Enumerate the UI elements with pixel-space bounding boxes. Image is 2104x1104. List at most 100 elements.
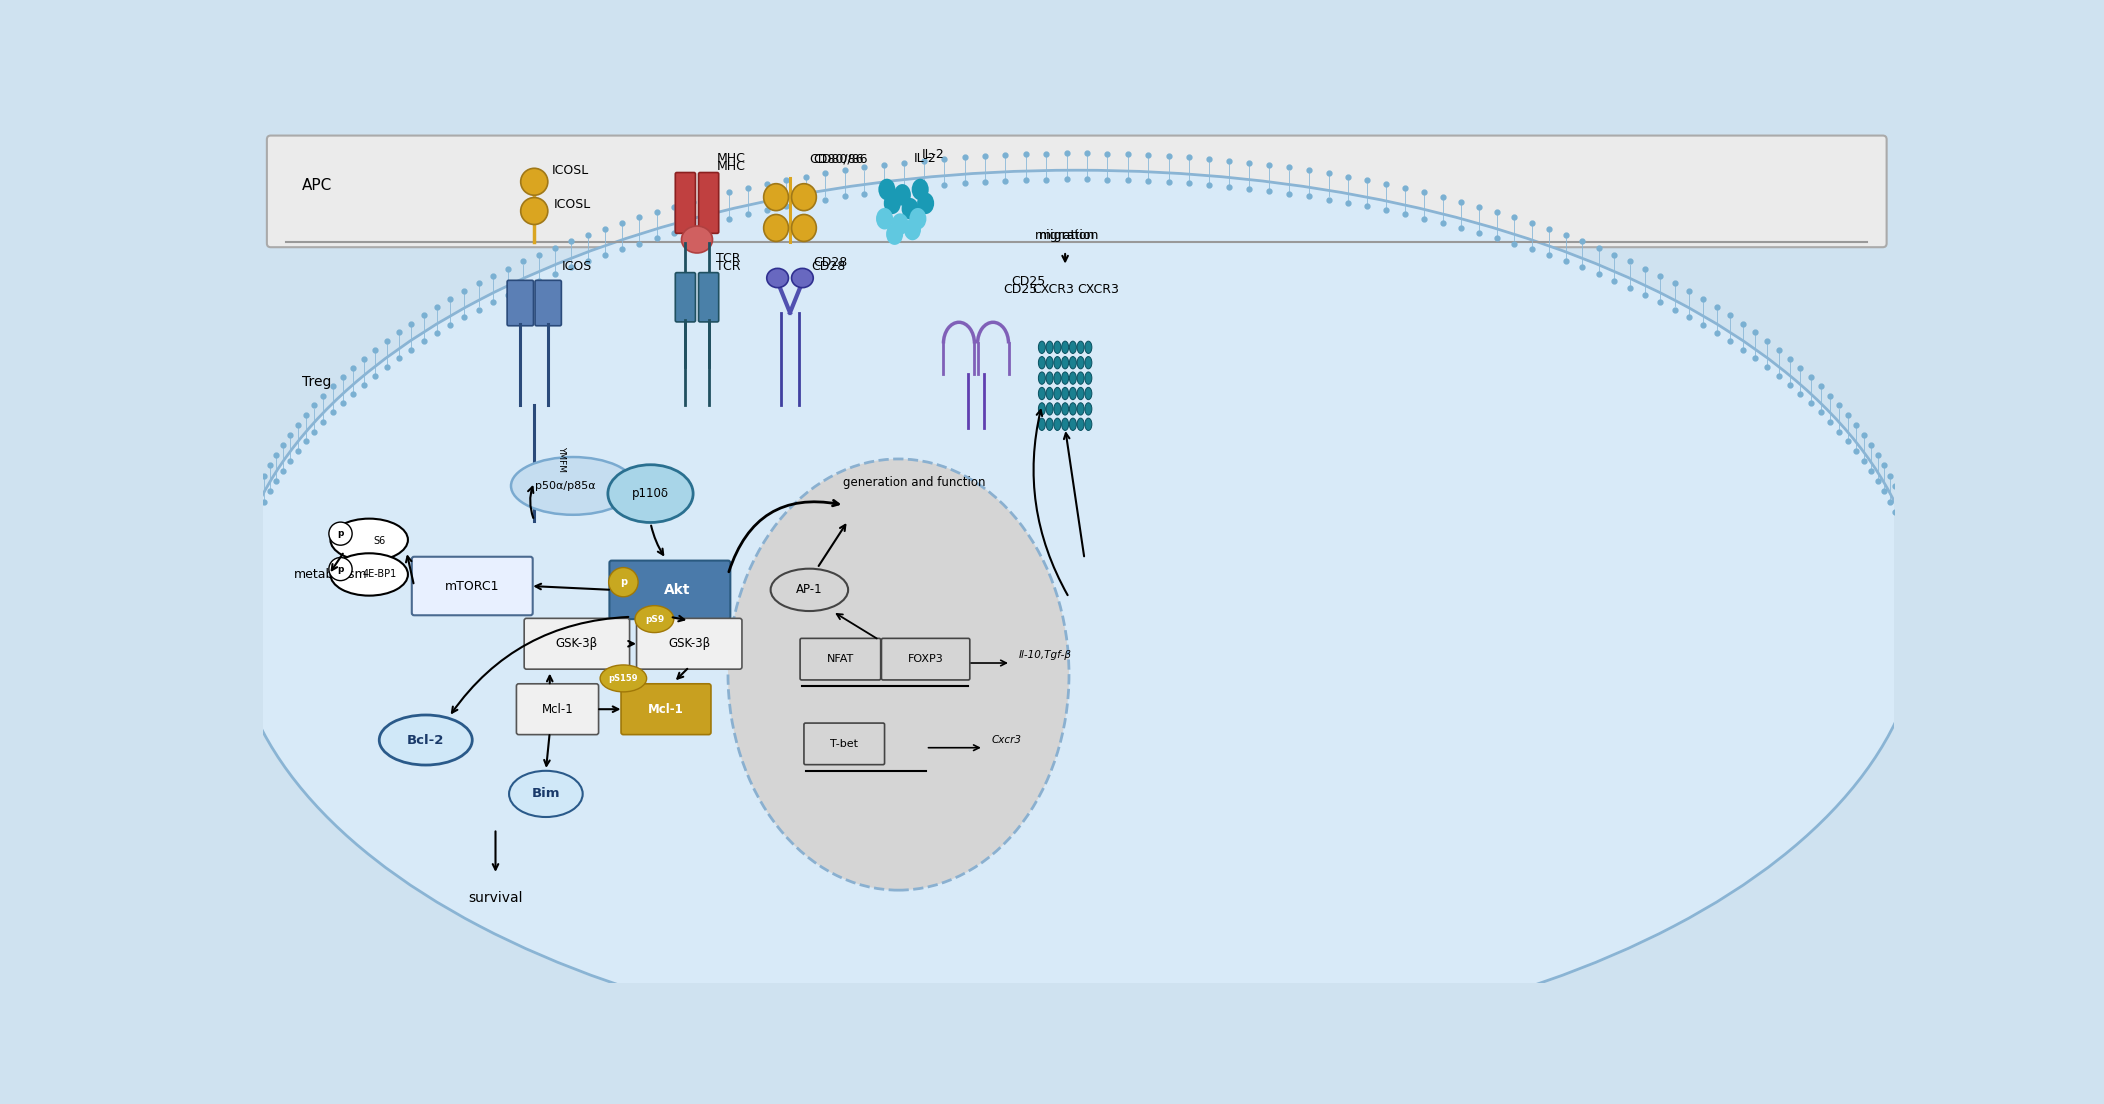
Ellipse shape <box>1086 403 1092 415</box>
Ellipse shape <box>770 569 848 611</box>
Ellipse shape <box>1069 372 1077 384</box>
Ellipse shape <box>764 214 789 242</box>
Text: Mcl-1: Mcl-1 <box>648 703 684 715</box>
Text: p: p <box>337 529 343 538</box>
Ellipse shape <box>635 606 673 633</box>
Ellipse shape <box>1086 357 1092 369</box>
Ellipse shape <box>379 715 471 765</box>
Ellipse shape <box>1046 403 1054 415</box>
Ellipse shape <box>1054 341 1060 353</box>
Ellipse shape <box>911 179 928 200</box>
Text: metabolism: metabolism <box>295 567 368 581</box>
Ellipse shape <box>791 214 816 242</box>
Ellipse shape <box>1086 341 1092 353</box>
FancyBboxPatch shape <box>412 556 532 615</box>
Ellipse shape <box>1077 388 1084 400</box>
Text: TCR: TCR <box>715 259 741 273</box>
Ellipse shape <box>1063 403 1069 415</box>
FancyBboxPatch shape <box>638 618 743 669</box>
Ellipse shape <box>328 558 351 581</box>
Ellipse shape <box>1063 341 1069 353</box>
Text: YMFM: YMFM <box>558 446 566 473</box>
Ellipse shape <box>1086 372 1092 384</box>
Ellipse shape <box>1039 388 1046 400</box>
Text: AP-1: AP-1 <box>795 583 823 596</box>
FancyBboxPatch shape <box>675 172 696 233</box>
Ellipse shape <box>1039 341 1046 353</box>
Ellipse shape <box>1069 403 1077 415</box>
Text: p: p <box>337 564 343 574</box>
Ellipse shape <box>1039 357 1046 369</box>
Text: migration: migration <box>1039 230 1098 242</box>
Text: 4E-BP1: 4E-BP1 <box>362 570 396 580</box>
Text: NFAT: NFAT <box>827 655 854 665</box>
Text: Il-10,Tgf-β: Il-10,Tgf-β <box>1018 650 1071 660</box>
Ellipse shape <box>330 553 408 596</box>
Text: TCR: TCR <box>715 252 741 265</box>
Text: ICOSL: ICOSL <box>553 199 591 211</box>
Text: FOXP3: FOXP3 <box>907 655 943 665</box>
Ellipse shape <box>892 213 909 235</box>
Ellipse shape <box>1069 418 1077 431</box>
Ellipse shape <box>1054 403 1060 415</box>
Ellipse shape <box>1063 357 1069 369</box>
Text: p50α/p85α: p50α/p85α <box>534 481 595 491</box>
Ellipse shape <box>1054 372 1060 384</box>
Text: p110δ: p110δ <box>631 487 669 500</box>
Ellipse shape <box>886 223 903 245</box>
Text: ICOS: ICOS <box>562 259 591 273</box>
Text: CD25: CD25 <box>1010 275 1046 288</box>
Ellipse shape <box>884 192 901 214</box>
FancyBboxPatch shape <box>882 638 970 680</box>
Ellipse shape <box>608 567 638 597</box>
Text: p: p <box>621 577 627 587</box>
Text: generation and function: generation and function <box>844 476 985 489</box>
FancyBboxPatch shape <box>515 683 598 734</box>
Ellipse shape <box>1063 388 1069 400</box>
Ellipse shape <box>1069 388 1077 400</box>
Ellipse shape <box>728 459 1069 890</box>
Text: CD80/86: CD80/86 <box>814 152 867 166</box>
Text: GSK-3β: GSK-3β <box>669 637 711 650</box>
Ellipse shape <box>1077 372 1084 384</box>
Ellipse shape <box>509 771 583 817</box>
Ellipse shape <box>1054 388 1060 400</box>
Ellipse shape <box>875 208 892 230</box>
FancyBboxPatch shape <box>507 280 534 326</box>
Text: Cxcr3: Cxcr3 <box>991 735 1023 745</box>
Ellipse shape <box>520 168 547 195</box>
Text: Bcl-2: Bcl-2 <box>406 733 444 746</box>
Ellipse shape <box>511 457 635 514</box>
Text: APC: APC <box>301 178 332 193</box>
Text: CD28: CD28 <box>814 256 848 269</box>
Text: Akt: Akt <box>665 583 690 597</box>
Text: CD80/86: CD80/86 <box>810 152 865 166</box>
Ellipse shape <box>682 226 713 253</box>
Ellipse shape <box>328 522 351 545</box>
Text: CD25: CD25 <box>1004 283 1037 296</box>
FancyBboxPatch shape <box>804 723 884 765</box>
Text: Bim: Bim <box>532 787 560 800</box>
Text: MHC: MHC <box>715 152 745 166</box>
Ellipse shape <box>1063 418 1069 431</box>
FancyBboxPatch shape <box>267 136 1887 247</box>
FancyBboxPatch shape <box>699 273 720 322</box>
FancyBboxPatch shape <box>534 280 562 326</box>
Text: GSK-3β: GSK-3β <box>555 637 598 650</box>
Text: ICOSL: ICOSL <box>551 163 589 177</box>
Ellipse shape <box>917 192 934 214</box>
FancyBboxPatch shape <box>621 683 711 734</box>
Ellipse shape <box>1077 418 1084 431</box>
Text: IL-2: IL-2 <box>913 152 936 166</box>
Ellipse shape <box>1046 372 1054 384</box>
Ellipse shape <box>330 519 408 561</box>
Text: CXCR3: CXCR3 <box>1033 283 1075 296</box>
Ellipse shape <box>1039 372 1046 384</box>
FancyBboxPatch shape <box>524 618 629 669</box>
Ellipse shape <box>1039 403 1046 415</box>
Ellipse shape <box>1046 357 1054 369</box>
Ellipse shape <box>905 219 922 241</box>
Ellipse shape <box>791 268 814 288</box>
Text: mTORC1: mTORC1 <box>446 580 499 593</box>
Text: survival: survival <box>469 891 522 905</box>
